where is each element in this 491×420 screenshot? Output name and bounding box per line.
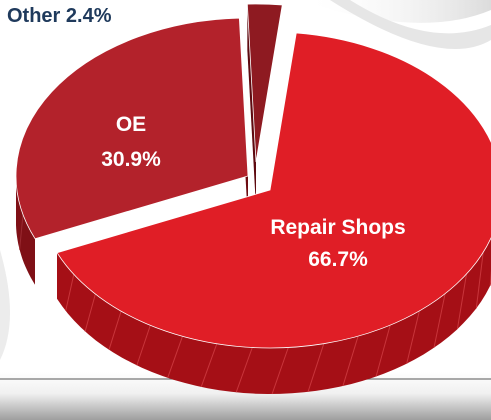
wall-repair-shops-stripe — [167, 336, 183, 378]
wall-oe — [16, 179, 35, 285]
other-cut-face — [247, 4, 256, 208]
label-oe-name: OE — [116, 113, 146, 136]
wall-repair-shops-stripe — [235, 347, 253, 393]
swoosh-left — [0, 250, 10, 360]
swoosh-top — [300, 0, 491, 23]
wall-repair-shops-stripe — [456, 273, 467, 330]
slice-oe — [15, 17, 249, 240]
slice-labels: OE 30.9% Repair Shops 66.7% Other 2.4% — [7, 5, 406, 271]
wall-repair-shops-stripe — [108, 310, 122, 350]
wall-repair-shops-stripe — [307, 343, 325, 393]
label-repair-value: 66.7% — [308, 248, 368, 271]
swoosh-mid — [330, 0, 491, 49]
wall-repair-shops-stripe — [406, 310, 420, 364]
label-repair-name: Repair Shops — [270, 216, 405, 239]
wall-repair-shops-stripe — [84, 293, 96, 332]
wall-repair-shops-stripe — [342, 336, 359, 387]
wall-repair-shops-stripe — [200, 343, 218, 388]
wall-repair-shops-stripe — [475, 252, 484, 309]
slice-other — [246, 3, 283, 163]
wall-repair-shops-stripe — [271, 347, 289, 395]
wall-repair-shops-stripe — [136, 325, 151, 366]
wall-repair-shops-stripe — [375, 324, 391, 377]
wall-repair-shops-stripe — [433, 293, 446, 348]
label-other: Other 2.4% — [7, 5, 112, 27]
wall-repair-shops-stripe — [65, 274, 75, 311]
wall-oe-stripe — [19, 214, 24, 250]
pie-slices — [15, 3, 491, 349]
slice-repair-shops — [56, 32, 491, 349]
label-oe-value: 30.9% — [101, 148, 161, 171]
